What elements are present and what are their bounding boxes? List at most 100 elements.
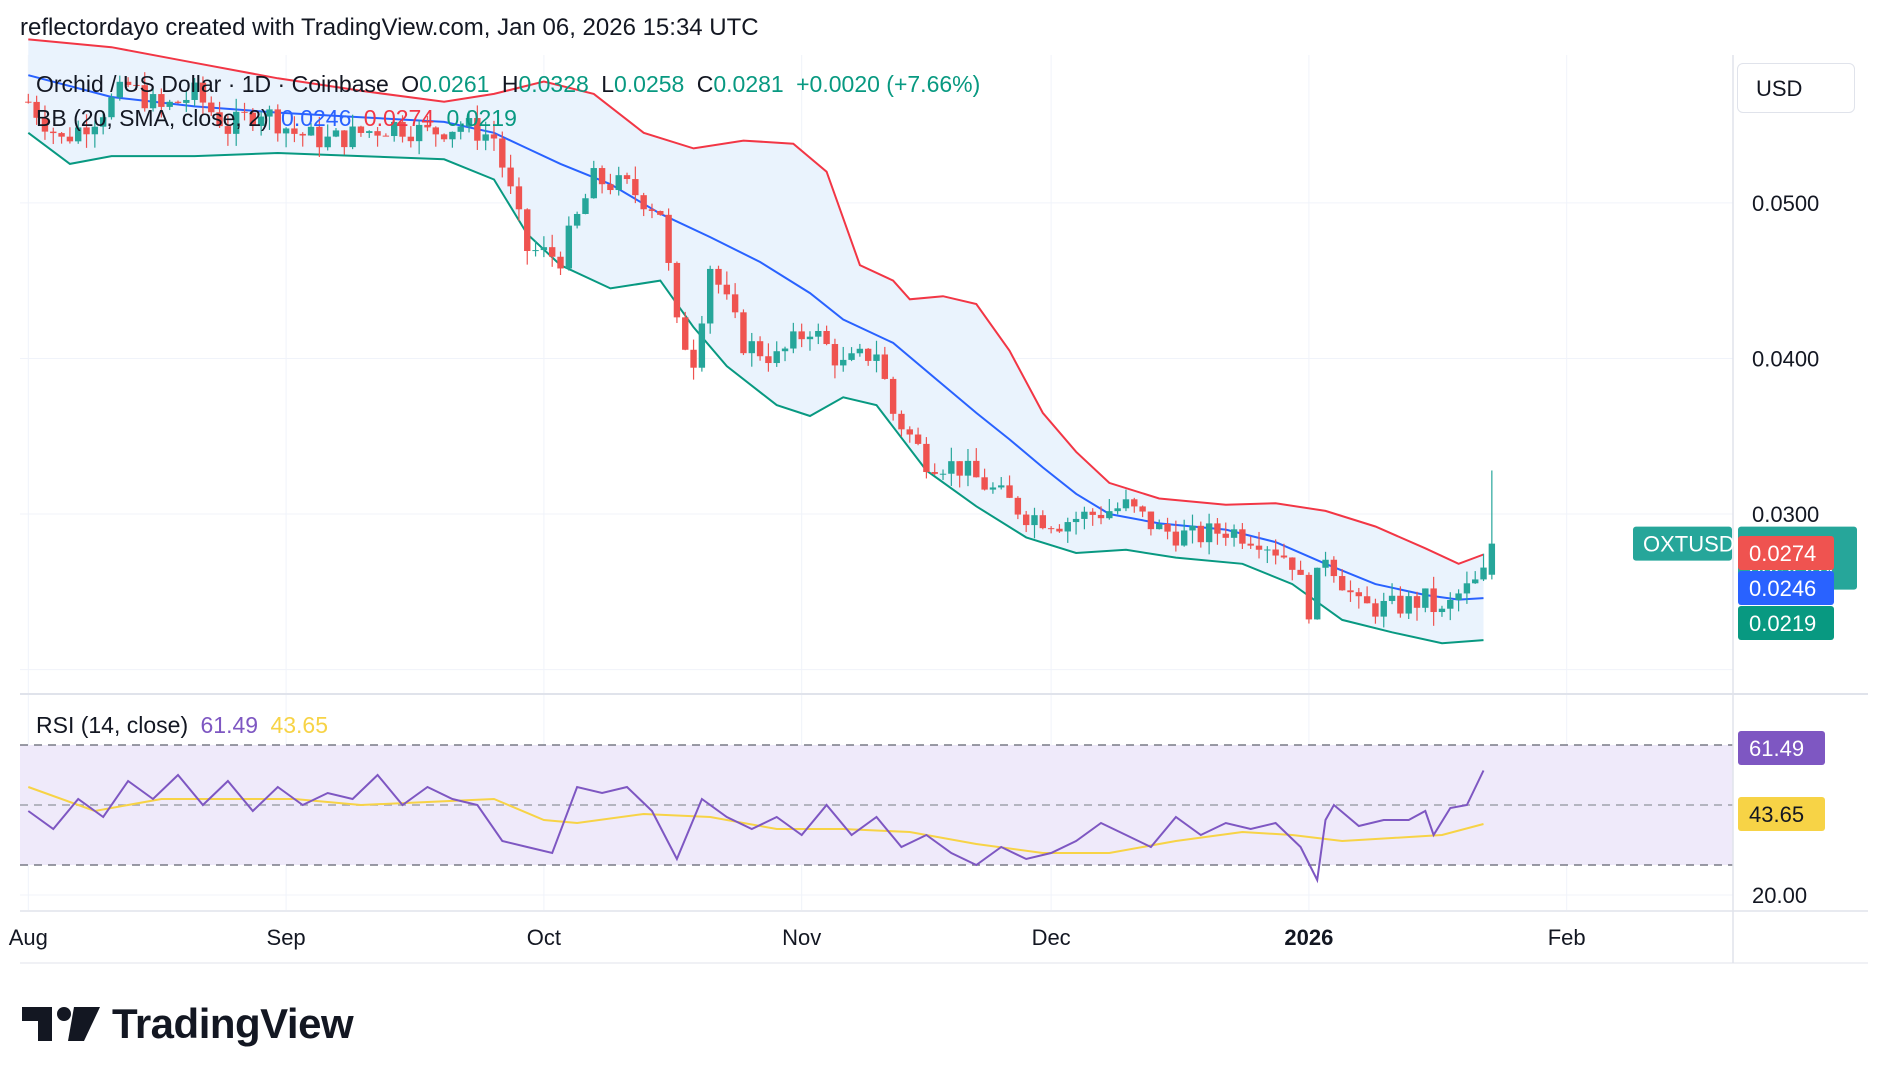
candle [673,261,681,324]
currency-button[interactable]: USD [1737,63,1855,113]
candle [324,124,331,151]
candle-body [341,130,348,148]
tradingview-logo-icon [22,1007,100,1041]
candle [1247,536,1254,549]
candle [1472,571,1479,584]
candle [274,104,281,142]
candle-body [33,101,40,118]
candle [133,80,140,91]
candle [1372,598,1379,624]
candle [124,77,132,88]
candle-body [1430,588,1437,613]
candle [482,121,489,151]
candle-body [1297,569,1304,575]
candle-body [964,460,972,476]
candle [640,192,647,217]
candle [948,447,955,486]
candle-body [615,175,622,191]
rsi-ma-tag: 43.65 [1738,797,1825,831]
candle [1380,592,1387,628]
candle [715,265,722,294]
candle-body [515,186,523,210]
chart-frame [20,55,1868,964]
candle-body [257,116,265,126]
candle-body [357,126,365,133]
symbol-legend[interactable]: Orchid / US Dollar · 1D · Coinbase O0.02… [36,71,986,98]
candle-body [781,348,789,352]
axis-tags: OXTUSD0.028108:25:040.02740.02460.021961… [1633,526,1857,831]
candle [1214,518,1221,545]
candle [1314,567,1321,620]
rsi-tag: 61.49 [1738,731,1825,765]
candle [615,166,622,196]
candle [1047,526,1055,534]
y-axis: 0.0500 0.0400 0.0300 20.00 [1752,191,1819,908]
candle [1280,543,1288,559]
candle [665,208,672,271]
candle [374,127,381,147]
candle-body [499,138,506,168]
candle [598,165,606,194]
candle-body [208,102,215,113]
candle-body [723,284,731,295]
bb-lower-tag: 0.0219 [1738,606,1834,640]
candle [914,427,922,446]
candle-body [1363,596,1371,604]
candle [806,331,814,351]
candle-body [815,330,822,337]
candle [1097,506,1105,525]
candle-body [415,124,423,142]
candle [823,325,830,346]
candle-body [864,348,872,361]
candle-body [565,225,573,269]
candle-body [898,413,905,430]
candle-body [282,128,290,134]
candle-body [923,443,930,473]
candle [1114,502,1121,515]
candle [366,130,373,138]
candle [1430,576,1437,626]
candle [208,96,215,116]
candle-body [1156,524,1163,530]
candle [432,126,439,147]
candle [1305,572,1313,624]
candle-body [823,330,830,345]
candle [183,90,190,112]
candle-body [540,247,548,251]
candle-body [249,112,257,126]
candle-body [906,429,913,435]
candle-body [58,133,65,137]
y-tick-label: 0.0400 [1752,346,1819,371]
candle [773,341,780,367]
bb-lower-value: 0.0219 [446,105,517,131]
candle-body [407,136,415,142]
y-tick-label: 0.0500 [1752,191,1819,216]
x-tick-label: Oct [527,925,561,950]
candle-body [191,82,198,100]
candle-body [1014,497,1022,515]
candle-body [1272,549,1279,556]
candle [565,216,573,271]
rsi-legend[interactable]: RSI (14, close) 61.49 43.65 [36,712,334,739]
candle [682,311,689,351]
x-tick-label: Sep [267,925,306,950]
candle-body [1222,533,1229,538]
candle-body [590,168,597,199]
candle [299,132,306,147]
bb-legend[interactable]: BB (20, SMA, close, 2) 0.0246 0.0274 0.0… [36,105,523,132]
candle [507,154,514,194]
candle-body [316,126,323,148]
candle [848,347,855,362]
candle-body [765,356,772,364]
candle-body [233,111,240,134]
candle-body [573,213,581,226]
candle [457,121,464,140]
candle-body [83,127,90,135]
candle [390,120,398,142]
candle [1405,591,1412,619]
candle-body [1488,543,1496,575]
candle-body [1264,549,1271,551]
candle [191,78,198,107]
tradingview-logo[interactable]: TradingView [22,1000,354,1048]
